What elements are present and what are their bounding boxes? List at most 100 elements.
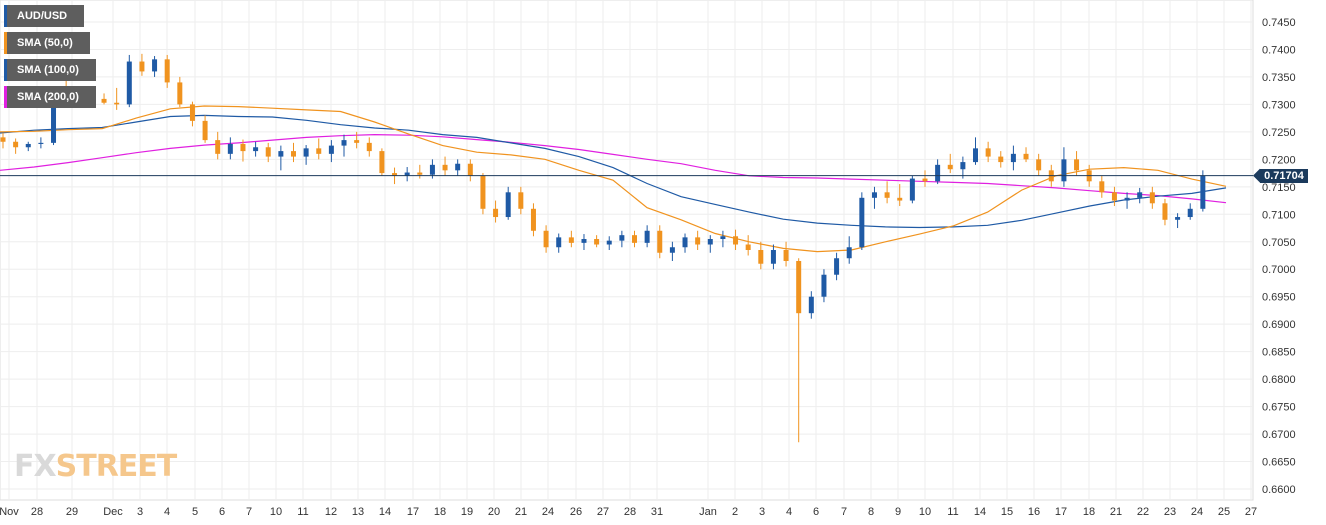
x-tick-label: 15 [1001, 506, 1013, 518]
candle [480, 173, 486, 215]
candle-body [392, 173, 398, 176]
candle-body [518, 192, 524, 209]
candle [733, 229, 739, 250]
candle-body [202, 120, 208, 141]
candle [1149, 186, 1155, 209]
y-tick-label: 0.7150 [1262, 182, 1296, 194]
candle-body [1124, 197, 1130, 201]
x-tick-label: 4 [786, 506, 792, 518]
x-tick-label: 26 [570, 506, 582, 518]
x-tick-label: 18 [434, 506, 446, 518]
candle [1175, 213, 1181, 229]
x-tick-label: 29 [66, 506, 78, 518]
sma-200-layer [0, 133, 1227, 204]
candle-body [177, 82, 183, 105]
candle [442, 156, 448, 176]
candle-body [316, 148, 322, 154]
candle-body [1036, 159, 1042, 171]
candle-body [770, 250, 776, 264]
x-tick-label: 11 [297, 506, 308, 518]
candle-body [859, 197, 865, 248]
candle [101, 93, 107, 105]
candle [973, 137, 979, 165]
candle-body [467, 163, 473, 176]
candle [1099, 175, 1105, 198]
candle-body [1149, 192, 1155, 204]
candle [366, 137, 372, 157]
candle [25, 141, 31, 152]
x-tick-label: Jan [699, 506, 717, 518]
x-tick-label: 11 [947, 506, 958, 518]
x-tick-label: 28 [624, 506, 636, 518]
x-tick-label: 14 [974, 506, 986, 518]
x-tick-label: 14 [379, 506, 391, 518]
candle [139, 53, 145, 76]
x-tick-label: 9 [895, 506, 901, 518]
candle-body [581, 239, 587, 243]
candle-body [998, 156, 1004, 163]
candle [404, 167, 410, 182]
legend-audusd: AUD/USD [4, 5, 84, 27]
candle [518, 186, 524, 215]
candle [796, 258, 802, 443]
legend-label: AUD/USD [17, 10, 68, 22]
candle [834, 252, 840, 281]
candle [758, 241, 764, 270]
candle-body [126, 61, 132, 105]
legend-sma-200: SMA (200,0) [4, 86, 96, 108]
candle [632, 230, 637, 248]
candle [543, 225, 549, 253]
candle [316, 138, 322, 160]
candle-body [404, 172, 410, 176]
candle [669, 241, 675, 261]
candle [1137, 187, 1143, 204]
candle-body [354, 140, 360, 143]
candle [947, 153, 953, 174]
x-tick-label: 8 [868, 506, 874, 518]
candle-body [530, 208, 536, 231]
candle-body [1175, 217, 1181, 220]
candle [783, 241, 789, 267]
candle [619, 230, 625, 248]
candle-body [341, 140, 347, 146]
candle [164, 54, 170, 88]
candle-body [417, 172, 423, 175]
candle [202, 115, 208, 143]
candle-body [1023, 153, 1029, 160]
candle [265, 142, 271, 163]
candle-body [1061, 159, 1067, 182]
candle-body [0, 137, 6, 142]
candle-body [303, 148, 309, 157]
x-tick-label: Nov [0, 506, 19, 518]
logo-part2: STREET [55, 449, 178, 484]
candle [897, 184, 903, 207]
candle [215, 131, 221, 160]
x-tick-label: 4 [164, 506, 170, 518]
candle-body [669, 247, 675, 253]
candle [770, 244, 776, 270]
candle [290, 142, 296, 163]
candle-body [152, 59, 158, 72]
candle-body [51, 93, 57, 143]
candle [556, 233, 562, 253]
candle-body [189, 104, 195, 121]
y-tick-label: 0.6600 [1262, 484, 1296, 496]
candle-body [265, 147, 271, 157]
sma-200-line [0, 133, 1227, 204]
x-tick-label: 7 [246, 506, 252, 518]
candle [1111, 186, 1117, 207]
candle-body [429, 164, 435, 175]
candle-body [543, 230, 549, 248]
candle-body [808, 296, 814, 314]
candle-body [290, 151, 296, 157]
candle-body [884, 192, 890, 198]
candle [657, 225, 663, 259]
candle-body [935, 164, 941, 182]
x-tick-label: 6 [219, 506, 225, 518]
candle [38, 137, 44, 149]
candle-body [619, 235, 625, 241]
sma-100-layer [0, 114, 1227, 229]
x-tick-label: 13 [352, 506, 364, 518]
y-tick-label: 0.6900 [1262, 319, 1296, 331]
